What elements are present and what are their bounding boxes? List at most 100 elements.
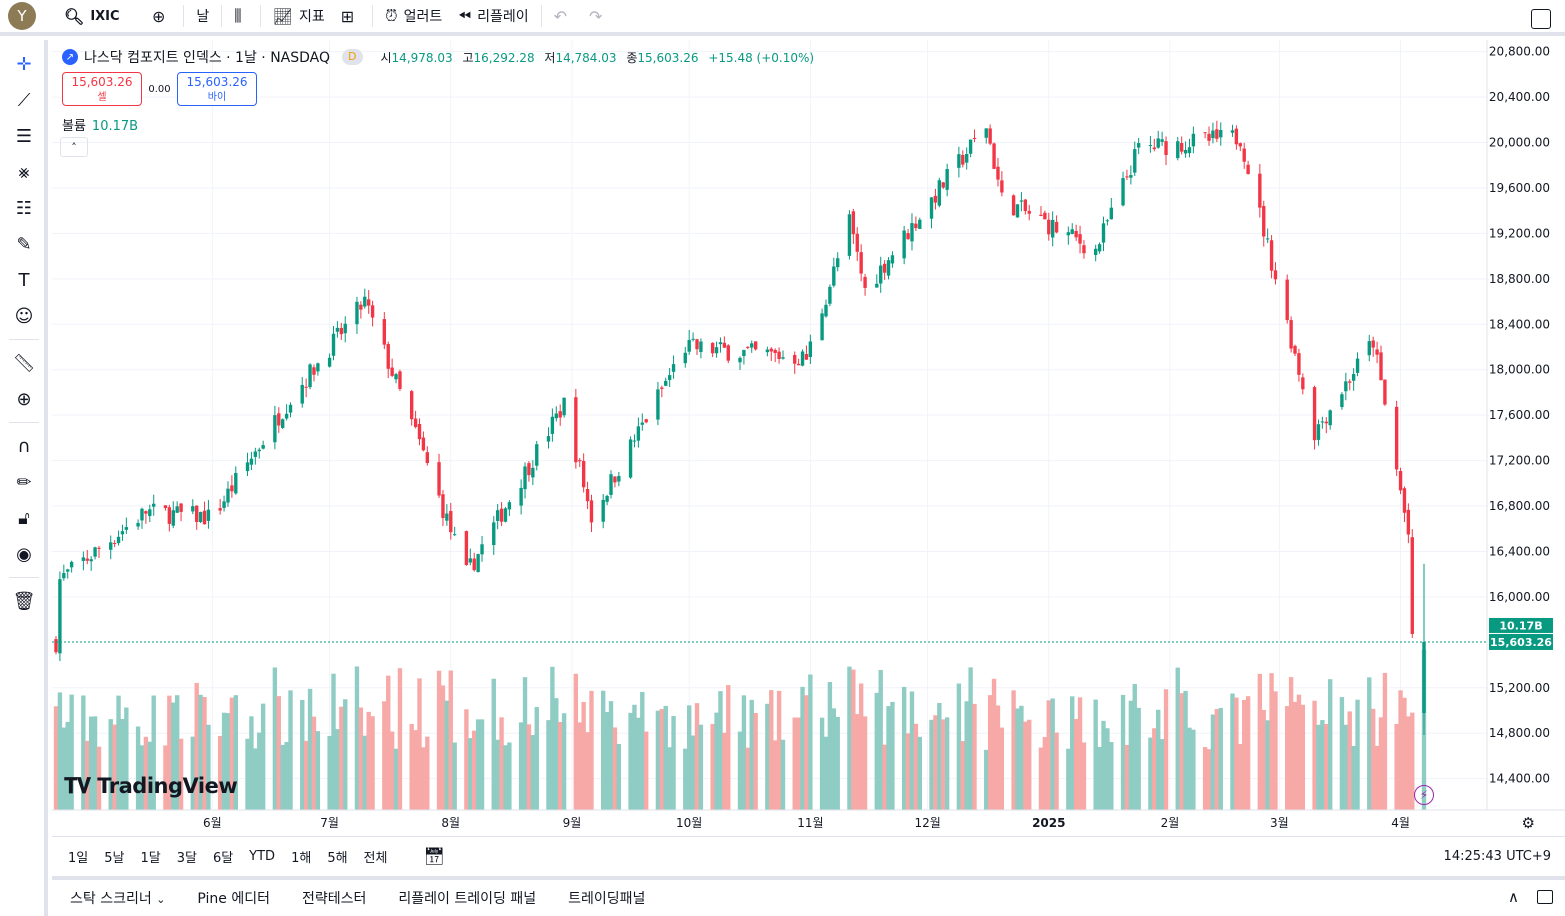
- lightning-icon[interactable]: ⚡︎: [1414, 785, 1434, 805]
- volume-bar: [491, 678, 496, 810]
- candle-body: [773, 349, 777, 354]
- volume-bar: [143, 736, 149, 810]
- user-avatar[interactable]: Y: [8, 2, 36, 30]
- lock-icon[interactable]: 🔓︎: [18, 507, 30, 529]
- chart-pane[interactable]: 20,800.00 20,400.00 20,000.00 19,600.00 19,2…: [52, 40, 1565, 836]
- buy-button[interactable]: 15,603.26 바이: [177, 72, 257, 106]
- volume-bar: [1312, 700, 1317, 810]
- eye-icon[interactable]: ◉: [16, 543, 32, 565]
- candle-body: [359, 304, 363, 310]
- ruler-icon[interactable]: 📏︎: [12, 352, 36, 374]
- range-1m[interactable]: 1달: [140, 851, 161, 866]
- tab-strategy-tester[interactable]: 전략테스터: [302, 891, 367, 907]
- zoom-icon[interactable]: ⊕: [16, 388, 32, 410]
- interval-button[interactable]: 날: [188, 0, 217, 32]
- range-all[interactable]: 전체: [363, 851, 388, 866]
- fullscreen-button[interactable]: [1531, 9, 1551, 29]
- volume-bar: [737, 731, 743, 810]
- lock-drawing-icon[interactable]: ✏: [16, 471, 32, 493]
- candle-body: [609, 474, 613, 495]
- candle-body: [1320, 421, 1325, 423]
- volume-bar: [1011, 690, 1016, 810]
- series-legend: ↗ 나스닥 컴포지트 인덱스 · 1날 · NASDAQ D 시14,978.0…: [62, 47, 820, 67]
- replay-button[interactable]: ⏪︎ 리플레이: [450, 0, 536, 32]
- volume-bar: [96, 746, 102, 810]
- tab-trading-panel[interactable]: 트레이딩패널: [568, 891, 646, 907]
- range-1d[interactable]: 1일: [68, 851, 89, 866]
- market-status-badge[interactable]: D: [342, 49, 363, 65]
- emoji-icon[interactable]: ☺: [14, 305, 34, 327]
- candle-body: [1133, 149, 1137, 173]
- brush-icon[interactable]: ✎: [16, 233, 32, 255]
- candle-body: [1179, 143, 1184, 152]
- undo-button[interactable]: ↶: [546, 0, 581, 32]
- range-ytd[interactable]: YTD: [249, 849, 276, 864]
- layouts-button[interactable]: ⊞: [333, 0, 368, 32]
- collapse-legend-button[interactable]: ˄: [60, 137, 88, 157]
- volume-bar: [776, 690, 782, 810]
- volume-bar: [780, 739, 786, 810]
- volume-bar: [1156, 709, 1161, 810]
- candle-body: [1019, 200, 1024, 202]
- magnet-icon[interactable]: ∩: [17, 435, 31, 457]
- volume-bar: [475, 719, 481, 810]
- text-icon[interactable]: T: [18, 269, 30, 291]
- candle-body: [452, 534, 457, 536]
- volume-bar: [1152, 728, 1157, 810]
- volume-bar: [288, 690, 293, 810]
- candle-body: [69, 561, 74, 568]
- fib-lines-icon[interactable]: ☰: [15, 125, 33, 147]
- range-5y[interactable]: 5해: [327, 851, 348, 866]
- forecast-icon[interactable]: ☷: [15, 197, 33, 219]
- tab-pine-editor[interactable]: Pine 에디터: [197, 891, 271, 907]
- pattern-icon[interactable]: ⨳: [18, 161, 30, 183]
- redo-button[interactable]: ↷: [581, 0, 616, 32]
- volume-bar: [190, 736, 195, 810]
- tab-stock-screener[interactable]: 스탁 스크리너 ⌄: [70, 891, 166, 907]
- candle-body: [667, 375, 672, 381]
- candle-body: [906, 233, 910, 240]
- chart-type-button[interactable]: ⫼: [226, 0, 255, 32]
- series-title[interactable]: 나스닥 컴포지트 인덱스 · 1날 · NASDAQ: [84, 50, 331, 66]
- chevron-up-icon[interactable]: ∧: [1508, 888, 1519, 906]
- trend-line-icon[interactable]: ⟋: [17, 89, 31, 111]
- candle-body: [710, 342, 715, 354]
- range-5d[interactable]: 5날: [104, 851, 125, 866]
- volume-bar: [135, 726, 141, 810]
- volume-bar: [57, 692, 63, 810]
- indicators-button[interactable]: 📈︎ 지표: [265, 0, 333, 32]
- calendar-icon[interactable]: 📅︎: [423, 846, 446, 867]
- volume-bar: [987, 695, 993, 810]
- candle-body: [1293, 345, 1297, 354]
- sell-button[interactable]: 15,603.26 셀: [62, 72, 142, 106]
- trash-icon[interactable]: 🗑︎: [12, 590, 36, 612]
- range-1y[interactable]: 1해: [291, 851, 312, 866]
- maximize-icon[interactable]: [1537, 890, 1553, 904]
- candle-body: [507, 502, 512, 510]
- tv-logo-icon: 𝐓𝐕: [64, 774, 91, 798]
- candle-body: [503, 508, 508, 522]
- volume-bar: [847, 666, 852, 810]
- price-chart[interactable]: 20,800.00 20,400.00 20,000.00 19,600.00 19,2…: [52, 40, 1565, 836]
- range-3m[interactable]: 3달: [176, 851, 197, 866]
- volume-legend[interactable]: 볼륨 10.17B: [62, 115, 138, 134]
- crosshair-icon[interactable]: ✛: [16, 53, 32, 75]
- candle-body: [1371, 340, 1375, 348]
- symbol-search[interactable]: 🔍︎ IXIC: [56, 0, 144, 32]
- volume-bar: [1179, 693, 1184, 810]
- price-tick: 14,400.00: [1489, 772, 1550, 786]
- volume-bar: [913, 723, 919, 810]
- candle-body: [1285, 279, 1289, 321]
- tab-replay-trading[interactable]: 리플레이 트레이딩 패널: [398, 891, 537, 907]
- range-6m[interactable]: 6달: [212, 851, 234, 866]
- volume-bar: [956, 683, 962, 810]
- add-symbol-button[interactable]: ⊕: [144, 0, 179, 32]
- alerts-button[interactable]: ⏰︎ 얼러트: [377, 0, 450, 32]
- candle-body: [781, 357, 785, 359]
- candle-body: [1312, 387, 1317, 441]
- gear-icon[interactable]: ⚙: [1521, 814, 1535, 832]
- candle-body: [660, 387, 664, 389]
- tradingview-logo[interactable]: 𝐓𝐕 TradingView: [64, 774, 238, 799]
- clock[interactable]: 14:25:43 UTC+9: [1443, 849, 1551, 864]
- volume-bar: [901, 686, 907, 810]
